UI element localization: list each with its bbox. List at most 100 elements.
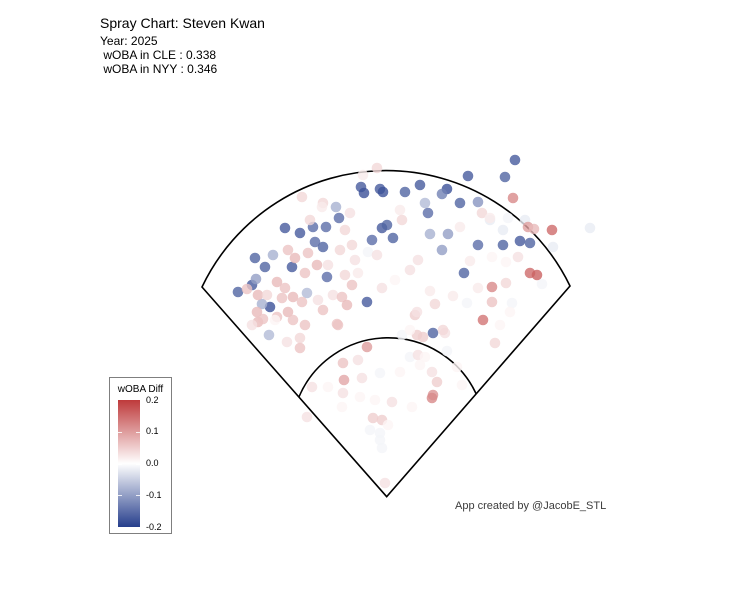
batted-ball-point [361, 296, 373, 308]
batted-ball-point [346, 239, 358, 251]
chart-header: Spray Chart: Steven Kwan Year: 2025 wOBA… [100, 15, 265, 76]
batted-ball-point [486, 296, 498, 308]
batted-ball-point [489, 337, 501, 349]
batted-ball-point [259, 261, 271, 273]
batted-ball-point [464, 255, 476, 267]
batted-ball-point [362, 246, 374, 258]
batted-ball-point [256, 298, 268, 310]
batted-ball-point [294, 332, 306, 344]
batted-ball-point [263, 329, 275, 341]
batted-ball-point [294, 342, 306, 354]
legend-tick-label: 0.2 [146, 394, 159, 405]
batted-ball-point [381, 219, 393, 231]
batted-ball-point [349, 254, 361, 266]
batted-ball-point [317, 304, 329, 316]
batted-ball-point [331, 318, 343, 330]
batted-ball-point [528, 223, 540, 235]
batted-ball-point [371, 162, 383, 174]
batted-ball-point [334, 244, 346, 256]
batted-ball-point [361, 341, 373, 353]
batted-ball-point [472, 196, 484, 208]
batted-ball-point [412, 254, 424, 266]
batted-ball-point [411, 306, 423, 318]
batted-ball-point [322, 381, 334, 393]
batted-ball-point [436, 188, 448, 200]
batted-ball-point [302, 247, 314, 259]
batted-ball-point [396, 329, 408, 341]
legend-tick-label: 0.0 [146, 458, 159, 468]
batted-ball-point [442, 228, 454, 240]
legend-tick-mark [136, 463, 140, 465]
batted-ball-point [514, 235, 526, 247]
batted-ball-point [330, 201, 342, 213]
batted-ball-point [500, 256, 512, 268]
batted-ball-point [456, 379, 468, 391]
batted-ball-point [304, 214, 316, 226]
batted-ball-point [267, 249, 279, 261]
batted-ball-point [296, 296, 308, 308]
batted-ball-point [322, 259, 334, 271]
batted-ball-point [299, 267, 311, 279]
chart-subtitle-year: Year: 2025 [100, 34, 158, 48]
batted-ball-point [376, 442, 388, 454]
batted-ball-point [436, 244, 448, 256]
batted-ball-point [276, 292, 288, 304]
batted-ball-point [419, 197, 431, 209]
batted-ball-point [417, 331, 429, 343]
batted-ball-point [246, 319, 258, 331]
batted-ball-point [281, 336, 293, 348]
batted-ball-point [406, 401, 418, 413]
batted-ball-point [419, 351, 431, 363]
batted-ball-point [357, 169, 369, 181]
batted-ball-point [338, 374, 350, 386]
batted-ball-point [472, 282, 484, 294]
batted-ball-point [431, 376, 443, 388]
batted-ball-point [356, 372, 368, 384]
batted-ball-point [374, 367, 386, 379]
batted-ball-point [506, 297, 518, 309]
batted-ball-point [339, 224, 351, 236]
batted-ball-point [497, 224, 509, 236]
batted-ball-point [358, 187, 370, 199]
batted-ball-point [502, 212, 514, 224]
batted-ball-point [477, 314, 489, 326]
batted-ball-point [536, 278, 548, 290]
batted-ball-point [426, 366, 438, 378]
field-outline [201, 169, 571, 498]
batted-ball-point [282, 306, 294, 318]
batted-ball-point [394, 366, 406, 378]
batted-ball-point [546, 224, 558, 236]
batted-ball-point [426, 392, 438, 404]
batted-ball-point [427, 327, 439, 339]
batted-ball-point [333, 212, 345, 224]
batted-ball-point [404, 264, 416, 276]
batted-ball-point [377, 186, 389, 198]
woba-diff-legend: wOBA Diff 0.2 0.1 0.0 -0.1 -0.2 [109, 377, 172, 534]
batted-ball-point [547, 241, 559, 253]
batted-ball-point [287, 291, 299, 303]
legend-title: wOBA Diff [117, 384, 164, 395]
legend-tick-mark [118, 431, 122, 433]
batted-ball-point [404, 324, 416, 336]
batted-ball-point [320, 221, 332, 233]
batted-ball-point [497, 239, 509, 251]
batted-ball-point [312, 294, 324, 306]
batted-ball-point [309, 236, 321, 248]
batted-ball-point [269, 314, 281, 326]
batted-ball-point [509, 154, 521, 166]
chart-subtitle-woba-cle: wOBA in CLE : 0.338 [100, 47, 217, 62]
batted-ball-point [379, 477, 391, 489]
batted-ball-point [344, 207, 356, 219]
batted-ball-point [386, 396, 398, 408]
batted-ball-point [447, 290, 459, 302]
batted-ball-point [337, 357, 349, 369]
batted-ball-point [279, 222, 291, 234]
batted-ball-point [286, 261, 298, 273]
batted-ball-point [472, 239, 484, 251]
batted-ball-point [341, 299, 353, 311]
batted-ball-point [241, 283, 253, 295]
batted-ball-point [476, 207, 488, 219]
batted-ball-point [316, 201, 328, 213]
